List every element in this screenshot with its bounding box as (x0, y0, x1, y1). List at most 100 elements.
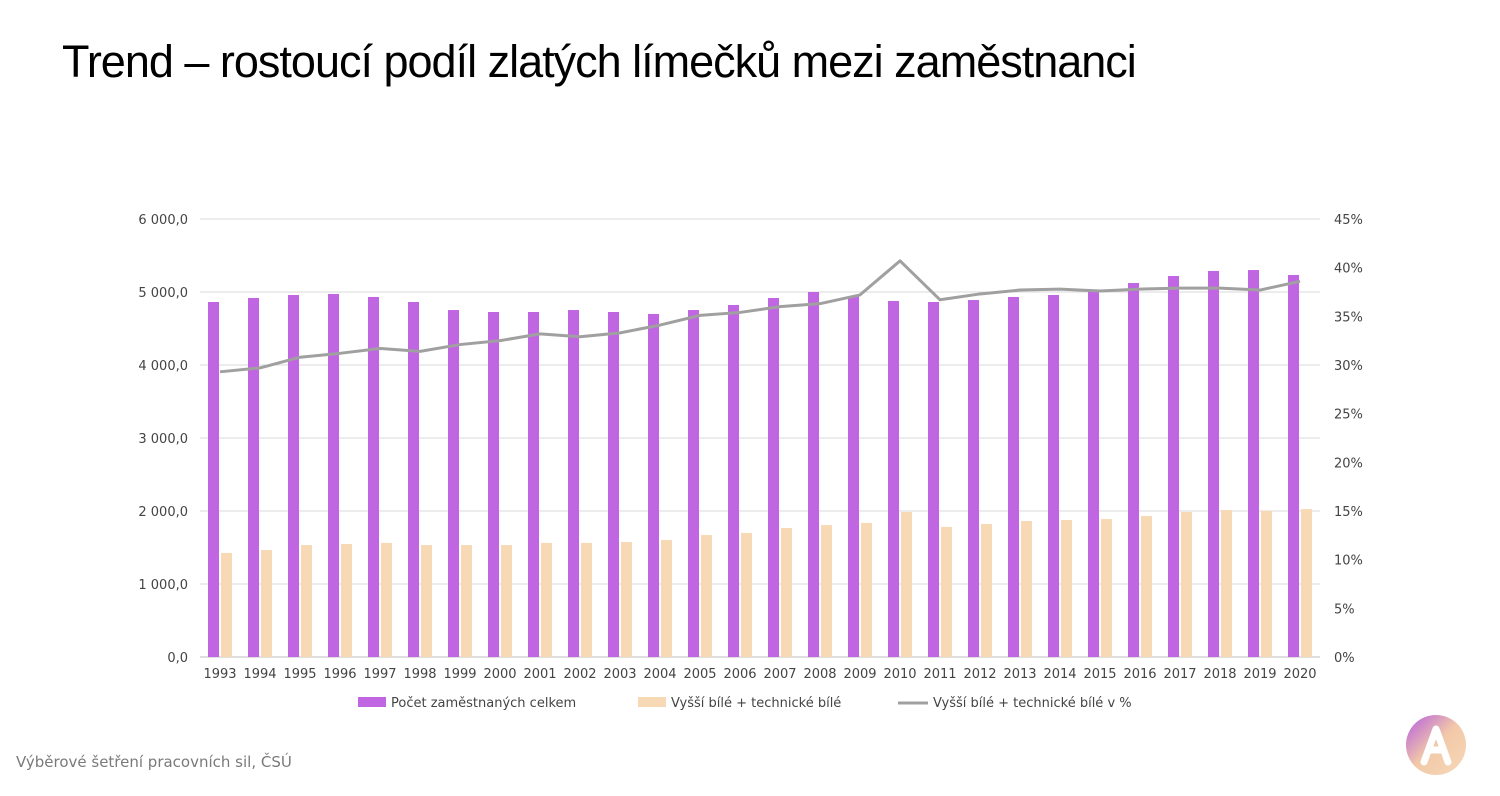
x-tick-label: 2010 (883, 667, 916, 682)
y-right-tick-label: 15% (1334, 505, 1363, 520)
bar-white-collar (1261, 511, 1272, 657)
y-left-tick-label: 2 000,0 (138, 505, 188, 520)
x-tick-label: 2008 (803, 667, 836, 682)
bar-total (1288, 274, 1299, 657)
bar-total (768, 297, 779, 657)
x-tick-label: 2004 (643, 667, 676, 682)
bar-total (968, 300, 979, 657)
bar-white-collar (741, 532, 752, 657)
bar-total (488, 312, 499, 657)
bar-white-collar (1101, 519, 1112, 657)
bar-white-collar (1181, 512, 1192, 657)
bar-total (408, 302, 419, 657)
x-tick-label: 2020 (1283, 667, 1316, 682)
bar-total (1048, 294, 1059, 657)
x-tick-label: 2019 (1243, 667, 1276, 682)
x-tick-label: 2007 (763, 667, 796, 682)
bar-total (1208, 270, 1219, 657)
x-tick-label: 2014 (1043, 667, 1076, 682)
bar-total (888, 300, 899, 657)
x-tick-label: 2002 (563, 667, 596, 682)
bar-white-collar (981, 523, 992, 657)
bar-white-collar (501, 545, 512, 657)
bar-total (848, 296, 859, 657)
bar-total (928, 302, 939, 657)
y-right-tick-label: 40% (1334, 262, 1363, 277)
y-left-tick-label: 1 000,0 (138, 578, 188, 593)
bar-white-collar (661, 539, 672, 657)
bar-white-collar (821, 525, 832, 657)
x-tick-label: 1997 (363, 667, 396, 682)
bar-white-collar (341, 543, 352, 657)
y-left-tick-label: 0,0 (167, 651, 188, 666)
source-note: Výběrové šetření pracovních sil, ČSÚ (16, 753, 292, 771)
bar-total (448, 310, 459, 657)
x-tick-label: 2015 (1083, 667, 1116, 682)
x-tick-label: 1993 (203, 667, 236, 682)
bar-total (288, 294, 299, 657)
bar-total (808, 292, 819, 657)
x-tick-label: 2000 (483, 667, 516, 682)
y-right-tick-label: 35% (1334, 310, 1363, 325)
bar-total (568, 310, 579, 657)
x-tick-label: 1996 (323, 667, 356, 682)
bar-total (688, 310, 699, 657)
y-left-tick-label: 3 000,0 (138, 432, 188, 447)
bar-white-collar (861, 522, 872, 657)
x-tick-label: 2006 (723, 667, 756, 682)
bar-total (608, 312, 619, 657)
x-tick-label: 1994 (243, 667, 276, 682)
bar-white-collar (581, 542, 592, 657)
legend-label: Vyšší bílé + technické bílé (671, 696, 841, 711)
logo-icon (1406, 715, 1466, 775)
bar-white-collar (541, 542, 552, 657)
bar-total (1128, 283, 1139, 657)
bar-total (728, 304, 739, 657)
legend-label: Vyšší bílé + technické bílé v % (933, 696, 1132, 711)
x-tick-label: 2005 (683, 667, 716, 682)
bar-total (1008, 296, 1019, 657)
x-tick-label: 2003 (603, 667, 636, 682)
x-tick-label: 2017 (1163, 667, 1196, 682)
y-right-tick-label: 10% (1334, 554, 1363, 569)
y-right-tick-label: 30% (1334, 359, 1363, 374)
y-left-tick-label: 6 000,0 (138, 213, 188, 228)
y-right-tick-label: 45% (1334, 213, 1363, 228)
y-left-tick-label: 4 000,0 (138, 359, 188, 374)
legend-label: Počet zaměstnaných celkem (391, 696, 576, 711)
bar-total (528, 312, 539, 657)
bar-white-collar (461, 545, 472, 657)
bar-total (328, 293, 339, 657)
page-title: Trend – rostoucí podíl zlatých límečků m… (62, 36, 1137, 87)
bar-total (208, 302, 219, 657)
bar-white-collar (1301, 509, 1312, 657)
bar-total (1088, 290, 1099, 657)
x-tick-label: 2009 (843, 667, 876, 682)
legend-swatch-white-collar (638, 697, 666, 707)
bar-white-collar (941, 526, 952, 657)
bar-white-collar (1061, 519, 1072, 657)
bar-total (648, 313, 659, 657)
legend-swatch-total (358, 697, 386, 707)
x-tick-label: 2018 (1203, 667, 1236, 682)
bar-white-collar (781, 528, 792, 657)
x-tick-label: 1999 (443, 667, 476, 682)
bar-total (1248, 270, 1259, 657)
bar-white-collar (421, 545, 432, 657)
x-tick-label: 2012 (963, 667, 996, 682)
bar-white-collar (301, 545, 312, 657)
bar-white-collar (381, 542, 392, 657)
x-tick-label: 2011 (923, 667, 956, 682)
y-right-tick-label: 5% (1334, 602, 1355, 617)
x-tick-label: 1995 (283, 667, 316, 682)
x-tick-label: 2013 (1003, 667, 1036, 682)
bar-white-collar (221, 552, 232, 657)
bar-total (248, 297, 259, 657)
bar-white-collar (621, 542, 632, 657)
line-white-collar-percent (219, 259, 1301, 374)
y-right-tick-label: 0% (1334, 651, 1355, 666)
bar-white-collar (1221, 509, 1232, 657)
bar-total (368, 296, 379, 657)
bar-white-collar (1141, 515, 1152, 657)
x-tick-label: 2001 (523, 667, 556, 682)
